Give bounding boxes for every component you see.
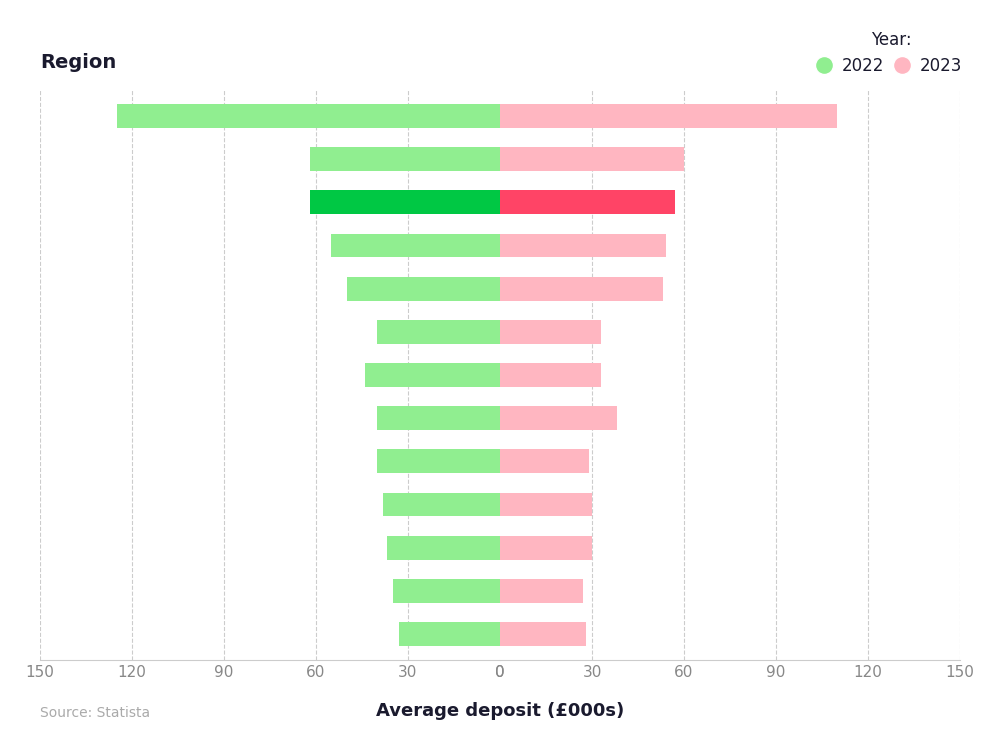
Text: Northern Ireland: Northern Ireland bbox=[500, 584, 610, 598]
Text: Scotland: Scotland bbox=[0, 749, 1, 750]
Text: North West: North West bbox=[500, 454, 574, 468]
Bar bbox=[310, 190, 500, 214]
Bar bbox=[500, 536, 592, 560]
Bar bbox=[500, 320, 601, 344]
Text: Northern Ireland: Northern Ireland bbox=[0, 749, 1, 750]
Bar bbox=[500, 104, 837, 128]
Legend: 2022, 2023: 2022, 2023 bbox=[820, 31, 962, 75]
Text: West Midlands: West Midlands bbox=[500, 368, 596, 382]
Text: North East: North East bbox=[0, 749, 1, 750]
Text: Source: Statista: Source: Statista bbox=[40, 706, 150, 720]
Text: North West: North West bbox=[0, 749, 1, 750]
Bar bbox=[500, 363, 601, 387]
Bar bbox=[310, 147, 500, 171]
Bar bbox=[347, 277, 500, 301]
Text: Yorkshire &
the Humber: Yorkshire & the Humber bbox=[0, 749, 1, 750]
Bar bbox=[399, 622, 500, 646]
Bar bbox=[500, 449, 589, 473]
Bar bbox=[331, 233, 500, 257]
Text: East Midlands: East Midlands bbox=[0, 749, 1, 750]
Text: Yorkshire &
the Humber: Yorkshire & the Humber bbox=[500, 490, 580, 518]
Bar bbox=[500, 147, 684, 171]
Bar bbox=[500, 233, 666, 257]
Text: South East: South East bbox=[500, 152, 572, 166]
Text: Average deposit (£000s): Average deposit (£000s) bbox=[376, 702, 624, 720]
Text: United Kingdom: United Kingdom bbox=[500, 196, 607, 208]
Bar bbox=[377, 406, 500, 430]
Text: East Anglia: East Anglia bbox=[0, 749, 1, 750]
Bar bbox=[377, 449, 500, 473]
Bar bbox=[500, 493, 592, 517]
Bar bbox=[500, 406, 617, 430]
Text: North East: North East bbox=[500, 628, 570, 640]
Bar bbox=[383, 493, 500, 517]
Bar bbox=[500, 579, 583, 603]
Bar bbox=[393, 579, 500, 603]
Text: United Kingdom: United Kingdom bbox=[0, 749, 1, 750]
Text: Wales: Wales bbox=[0, 749, 1, 750]
Text: Greater London: Greater London bbox=[0, 749, 1, 750]
Text: Scotland: Scotland bbox=[500, 412, 558, 424]
Text: Wales: Wales bbox=[500, 542, 539, 554]
Text: East Midlands: East Midlands bbox=[500, 326, 592, 338]
Text: East Anglia: East Anglia bbox=[500, 239, 574, 252]
Bar bbox=[377, 320, 500, 344]
Bar bbox=[365, 363, 500, 387]
Text: West Midlands: West Midlands bbox=[0, 749, 1, 750]
Bar bbox=[500, 190, 675, 214]
Text: Region: Region bbox=[40, 53, 116, 71]
Text: Greater London: Greater London bbox=[500, 110, 604, 122]
Bar bbox=[500, 622, 586, 646]
Bar bbox=[387, 536, 500, 560]
Bar bbox=[117, 104, 500, 128]
Text: South East: South East bbox=[0, 749, 1, 750]
Text: South West: South West bbox=[500, 282, 576, 296]
Text: South West: South West bbox=[0, 749, 1, 750]
Bar bbox=[500, 277, 663, 301]
